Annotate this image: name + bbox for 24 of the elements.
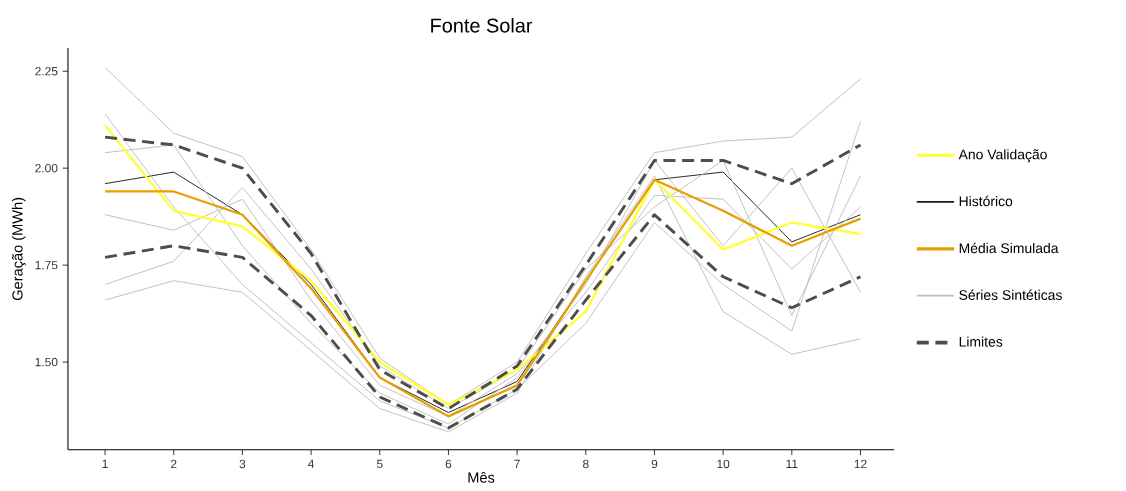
- y-tick-label: 1.75: [35, 261, 58, 270]
- x-tick-label: 6: [445, 459, 452, 469]
- x-tick-label: 3: [239, 459, 246, 469]
- y-tick-label: 2.25: [35, 67, 58, 76]
- x-tick-label: 12: [854, 459, 867, 469]
- legend-label: Média Simulada: [959, 242, 1059, 254]
- x-tick-label: 8: [582, 459, 589, 469]
- x-tick-label: 11: [786, 459, 798, 469]
- x-tick-label: 10: [717, 459, 730, 469]
- legend-label: Histórico: [959, 195, 1013, 207]
- x-tick-label: 7: [514, 459, 520, 469]
- x-tick-label: 5: [376, 459, 383, 469]
- y-tick-label: 1.50: [35, 357, 58, 367]
- y-axis-title: Geração (MWh): [11, 197, 26, 301]
- x-tick-label: 1: [102, 459, 108, 469]
- legend-label: Limites: [959, 336, 1003, 347]
- chart-title: Fonte Solar: [431, 18, 533, 33]
- x-axis-title: Mês: [468, 472, 495, 483]
- legend-label: Séries Sintéticas: [959, 289, 1062, 301]
- x-tick-label: 4: [308, 459, 315, 469]
- y-tick-label: 2.00: [35, 164, 58, 173]
- x-tick-label: 9: [651, 459, 658, 469]
- legend-label: Ano Validação: [958, 149, 1047, 163]
- x-tick-label: 2: [171, 459, 177, 469]
